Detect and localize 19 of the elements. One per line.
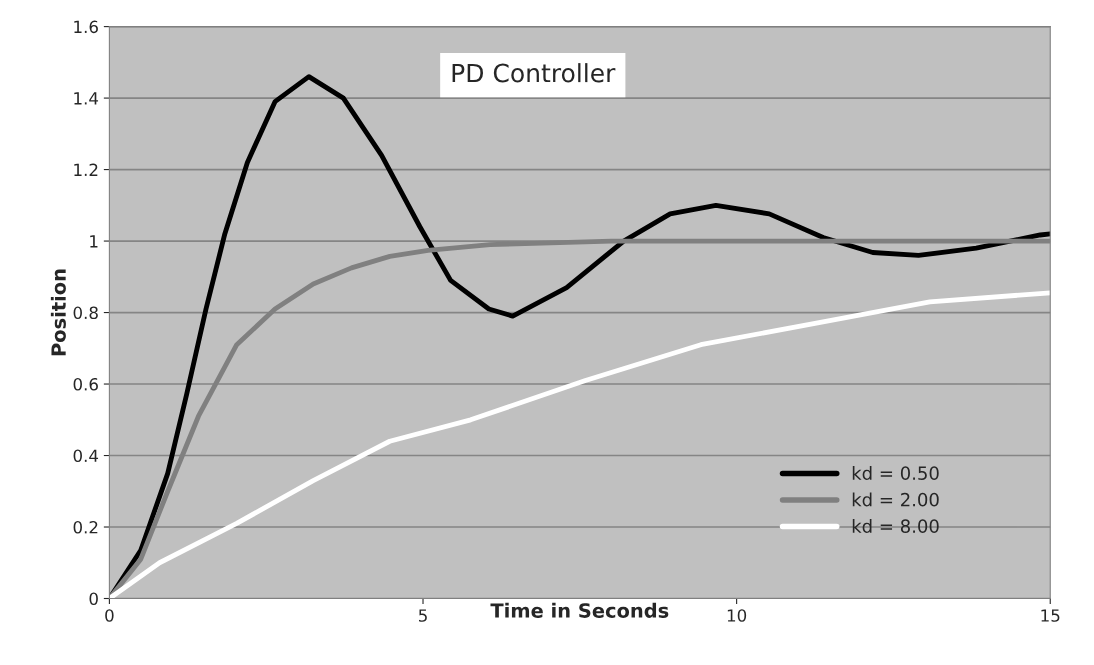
legend-label: kd = 8.00 (852, 519, 939, 533)
y-tick-label: 1.2 (74, 163, 98, 176)
x-tick-label: 5 (419, 609, 427, 622)
x-tick-label: 0 (105, 609, 114, 622)
y-axis-title: Position (50, 269, 66, 356)
text: PD Controller (452, 63, 616, 83)
x-axis-title: Time in Seconds (490, 602, 669, 618)
y-tick-label: 0.8 (73, 306, 98, 320)
y-tick-label: 0.2 (73, 520, 98, 534)
x-tick-label: 10 (727, 609, 747, 622)
y-tick-label: 1 (90, 235, 98, 248)
y-tick-label: 1.4 (74, 92, 99, 105)
legend-label: kd = 0.50 (852, 466, 939, 480)
y-tick-label: 1.6 (74, 20, 98, 34)
x-tick-label: 15 (1041, 609, 1060, 622)
y-tick-label: 0.4 (73, 449, 99, 463)
y-tick-label: 0.6 (73, 378, 98, 391)
y-tick-label: 0 (89, 592, 98, 606)
legend-label: kd = 2.00 (852, 492, 939, 507)
